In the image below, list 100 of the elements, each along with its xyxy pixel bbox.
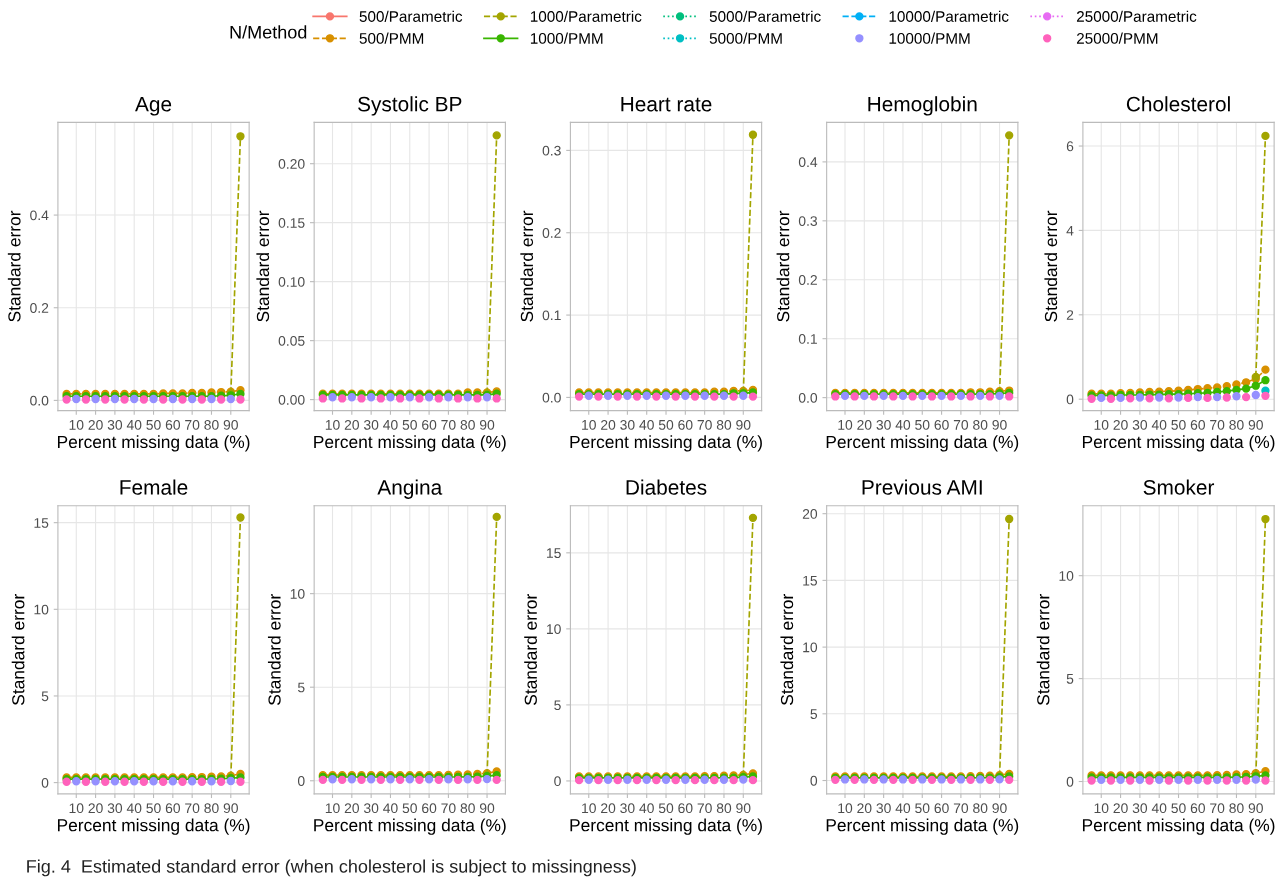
x-axis-title: Percent missing data (%): [57, 818, 250, 835]
y-axis-title: Standard error: [11, 594, 25, 705]
x-tick-label: 40: [383, 803, 398, 814]
y-tick-label: 0.2: [542, 228, 561, 238]
x-tick-label: 10: [582, 419, 596, 430]
x-tick-label: 20: [601, 419, 616, 430]
x-tick-label: 80: [204, 803, 219, 814]
x-tick-label: 60: [678, 803, 693, 814]
x-axis-title: Percent missing data (%): [570, 435, 762, 452]
y-axis-title: Standard error: [1044, 210, 1058, 322]
y-tick-label: 0.2: [30, 303, 49, 313]
x-tick-label: 60: [678, 419, 693, 430]
x-tick-label: 80: [973, 803, 988, 814]
x-tick-label: 20: [857, 803, 872, 814]
y-tick-label: 0.4: [798, 157, 818, 168]
y-axis-title: Standard error: [776, 210, 790, 322]
y-tick-label: 10: [290, 588, 305, 599]
x-tick-label: 20: [1113, 803, 1128, 814]
chart-title: Heart rate: [621, 96, 712, 112]
x-tick-label: 70: [185, 803, 200, 814]
y-tick-label: 0: [1066, 776, 1074, 787]
x-tick-label: 90: [736, 803, 751, 814]
y-tick-label: 0.1: [798, 334, 817, 344]
x-tick-label: 20: [88, 803, 103, 814]
y-tick-label: 0.10: [278, 276, 305, 287]
x-tick-label: 20: [1113, 419, 1128, 430]
x-tick-label: 90: [992, 803, 1007, 814]
x-tick-label: 50: [146, 419, 161, 430]
y-tick-label: 15: [803, 575, 818, 586]
x-tick-label: 50: [146, 803, 161, 814]
x-tick-label: 50: [1171, 803, 1186, 814]
y-tick-label: 10: [803, 642, 818, 653]
x-tick-label: 30: [620, 803, 635, 814]
x-tick-label: 70: [953, 419, 969, 430]
y-tick-label: 0: [554, 776, 561, 787]
x-tick-label: 90: [223, 803, 238, 814]
caption: Fig. 4 Estimated standard error (when cholesterol is subject to missingness): [27, 859, 636, 877]
y-tick-label: 15: [546, 548, 561, 558]
x-tick-label: 70: [185, 419, 200, 430]
x-tick-label: 70: [1210, 803, 1225, 814]
y-axis-title: Standard error: [780, 594, 794, 705]
x-tick-label: 50: [402, 419, 417, 430]
y-tick-label: 0: [297, 776, 305, 786]
x-tick-label: 30: [1132, 419, 1148, 430]
x-tick-label: 70: [441, 419, 456, 430]
x-tick-label: 40: [1151, 803, 1167, 814]
x-tick-label: 80: [973, 419, 988, 430]
y-axis-title: Standard error: [520, 210, 534, 322]
x-tick-label: 30: [107, 419, 123, 430]
x-tick-label: 40: [1151, 419, 1167, 430]
x-tick-label: 20: [601, 803, 616, 814]
y-tick-label: 10: [34, 604, 49, 615]
x-tick-label: 20: [857, 419, 872, 430]
legend-label: 500/Parametric: [359, 10, 463, 22]
x-axis-title: Percent missing data (%): [314, 818, 506, 835]
x-tick-label: 50: [915, 803, 930, 814]
y-axis-title: Standard error: [7, 210, 21, 322]
x-tick-label: 70: [697, 803, 712, 814]
x-tick-label: 10: [69, 803, 84, 814]
x-tick-label: 90: [223, 419, 238, 430]
x-tick-label: 20: [344, 803, 360, 814]
x-tick-label: 80: [204, 419, 219, 430]
legend-label: 1000/Parametric: [530, 10, 642, 22]
chart-title: Cholesterol: [1126, 96, 1230, 112]
x-tick-label: 90: [736, 419, 751, 430]
x-tick-label: 60: [422, 419, 437, 430]
x-tick-label: 50: [915, 419, 930, 430]
x-tick-label: 60: [422, 803, 437, 814]
y-tick-label: 0.0: [798, 392, 818, 403]
y-tick-label: 0.0: [30, 395, 49, 406]
y-axis-title: Standard error: [1036, 594, 1050, 705]
x-tick-label: 40: [639, 419, 654, 430]
y-tick-label: 4: [1066, 225, 1074, 236]
y-tick-label: 2: [1066, 310, 1074, 320]
chart-title: Diabetes: [626, 479, 707, 495]
x-tick-label: 80: [1229, 803, 1244, 814]
chart-title: Systolic BP: [358, 96, 462, 116]
y-tick-label: 5: [554, 700, 561, 711]
x-tick-label: 10: [838, 803, 853, 814]
x-tick-label: 90: [479, 803, 495, 814]
x-tick-label: 60: [934, 803, 949, 814]
x-axis-title: Percent missing data (%): [826, 818, 1019, 835]
y-axis-title: Standard error: [524, 594, 537, 705]
x-tick-label: 40: [126, 803, 142, 814]
legend-label: 5000/PMM: [709, 32, 782, 44]
y-tick-label: 5: [297, 682, 305, 693]
chart-title: Smoker: [1143, 479, 1215, 495]
x-tick-label: 30: [363, 419, 379, 430]
x-tick-label: 60: [165, 419, 181, 430]
x-tick-label: 90: [479, 419, 495, 430]
legend-label: 1000/PMM: [530, 32, 603, 44]
x-tick-label: 40: [639, 803, 654, 814]
chart-title: Age: [135, 96, 172, 116]
x-axis-title: Percent missing data (%): [570, 818, 762, 835]
x-tick-label: 80: [716, 419, 732, 430]
x-tick-label: 40: [895, 803, 911, 814]
x-tick-label: 70: [1210, 419, 1225, 430]
x-tick-label: 80: [460, 419, 475, 430]
y-tick-label: 5: [41, 691, 49, 702]
x-tick-label: 40: [383, 419, 398, 430]
